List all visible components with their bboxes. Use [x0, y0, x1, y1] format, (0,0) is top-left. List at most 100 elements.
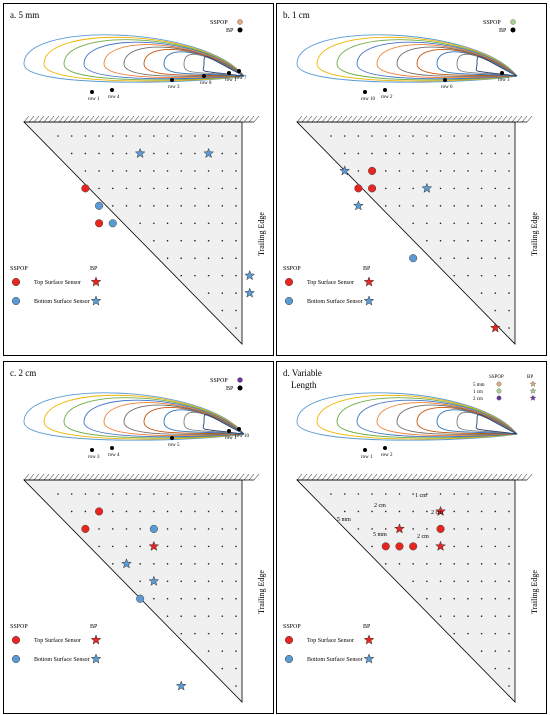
- grid-dot: [221, 170, 224, 172]
- grid-dot: [235, 563, 237, 565]
- hatch-line: [471, 473, 478, 481]
- hatch-line: [193, 473, 200, 481]
- hatch-line: [391, 473, 398, 481]
- hatch-line: [128, 473, 135, 481]
- grid-dot: [467, 615, 469, 617]
- grid-dot: [508, 152, 510, 155]
- grid-dot: [453, 274, 456, 277]
- grid-dot: [508, 309, 510, 312]
- hatch-line: [103, 115, 110, 123]
- hatch-line: [43, 115, 50, 123]
- grid-dot: [180, 187, 183, 190]
- grid-dot: [194, 563, 196, 565]
- airfoil-curve: [396, 404, 518, 435]
- grid-dot: [453, 563, 456, 565]
- grid-dot: [139, 528, 141, 530]
- hatch-line: [316, 473, 323, 481]
- legend-bottom-sensor: [284, 654, 294, 664]
- grid-dot: [84, 135, 87, 137]
- hatch-line: [148, 473, 155, 481]
- grid-dot: [453, 632, 456, 635]
- row-marker: [237, 427, 241, 431]
- grid-dot: [371, 152, 373, 155]
- row-label: row 3: [498, 78, 510, 83]
- airfoil-curve: [336, 397, 518, 439]
- grid-dot: [180, 257, 183, 259]
- grid-dot: [439, 205, 442, 207]
- grid-dot: [494, 135, 497, 137]
- row-marker: [202, 74, 206, 78]
- grid-dot: [235, 510, 237, 513]
- grid-dot: [494, 292, 497, 294]
- hatch-line: [88, 115, 95, 123]
- grid-dot: [467, 632, 469, 635]
- grid-dot: [412, 222, 414, 225]
- hatch-line: [496, 115, 503, 123]
- hatch-line: [88, 473, 95, 481]
- grid-dot: [153, 493, 155, 495]
- hatch-line: [381, 115, 388, 123]
- grid-dot: [153, 222, 155, 225]
- hatch-line: [23, 115, 30, 123]
- row-marker: [443, 78, 447, 82]
- grid-dot: [235, 615, 237, 617]
- grid-dot: [480, 650, 483, 652]
- grid-dot: [398, 170, 401, 172]
- grid-dot: [480, 187, 483, 190]
- grid-dot: [111, 170, 114, 172]
- hatch-line: [213, 473, 220, 481]
- hatch-line: [441, 115, 448, 123]
- grid-dot: [207, 135, 210, 137]
- legend-bp-marker: [237, 385, 243, 391]
- panel-1cm: b. 1 cm SSPOP BP row 10 row 2 row 6 row 3 Trail…: [276, 3, 547, 356]
- grid-dot: [480, 257, 483, 259]
- airfoil-curve: [376, 402, 518, 436]
- hatch-line: [466, 115, 473, 123]
- grid-dot: [153, 597, 155, 600]
- hatch-line: [178, 473, 185, 481]
- hatch-line: [421, 115, 428, 123]
- grid-dot: [508, 274, 510, 277]
- grid-dot: [494, 274, 497, 277]
- grid-dot: [221, 493, 224, 495]
- grid-dot: [194, 493, 196, 495]
- hatch-line: [238, 473, 245, 481]
- hatch-line: [243, 115, 250, 123]
- hatch-line: [28, 473, 35, 481]
- grid-dot: [166, 135, 169, 137]
- hatch-line: [98, 473, 105, 481]
- hatch-line: [133, 115, 140, 123]
- grid-dot: [235, 170, 237, 172]
- row-label: row 3: [168, 85, 180, 90]
- hatch-line: [521, 115, 528, 123]
- grid-dot: [125, 528, 128, 530]
- grid-dot: [98, 135, 100, 137]
- hatch-line: [253, 115, 260, 123]
- airfoil-curve: [123, 46, 245, 77]
- legend-bottom-star: [90, 295, 102, 306]
- grid-dot: [439, 135, 442, 137]
- grid-dot: [371, 510, 373, 513]
- grid-dot: [508, 170, 510, 172]
- row-marker: [170, 436, 174, 440]
- grid-dot: [221, 239, 224, 242]
- grid-dot: [139, 510, 141, 513]
- grid-dot: [330, 493, 332, 495]
- grid-dot: [412, 580, 414, 583]
- legend-top-label: Top Surface Sensor: [34, 637, 81, 644]
- grid-dot: [426, 580, 428, 583]
- grid-dot: [207, 493, 210, 495]
- top-sensor-marker: [95, 219, 104, 228]
- grid-dot: [153, 563, 155, 565]
- legend-bp-label: BP: [527, 375, 533, 380]
- grid-dot: [194, 632, 196, 635]
- grid-dot: [467, 222, 469, 225]
- trailing-edge-label: Trailing Edge: [530, 570, 539, 614]
- airfoil-curve: [336, 39, 518, 81]
- grid-dot: [166, 170, 169, 172]
- hatch-line: [83, 115, 90, 123]
- airfoil-curve: [63, 397, 245, 439]
- grid-dot: [508, 327, 510, 329]
- airfoil-curve: [316, 36, 518, 82]
- grid-dot: [508, 580, 510, 583]
